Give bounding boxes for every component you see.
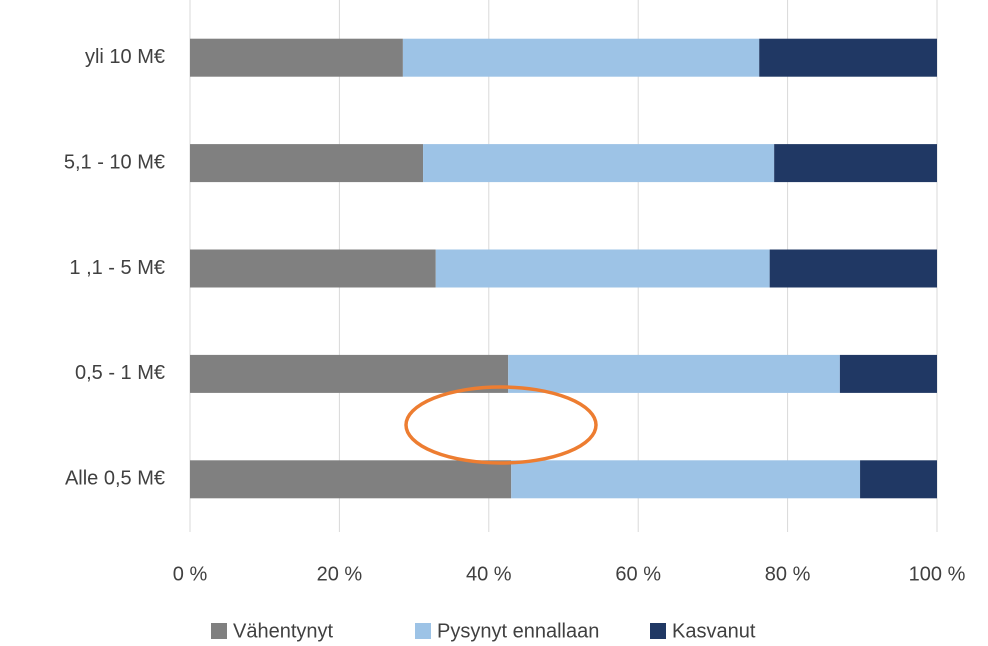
x-tick-label: 60 % — [615, 563, 661, 585]
bar-segment — [190, 249, 436, 288]
x-tick-label: 20 % — [317, 563, 363, 585]
legend-swatch — [415, 623, 431, 639]
legend-swatch — [211, 623, 227, 639]
bar-segment — [435, 249, 770, 288]
highlight-ellipse — [404, 385, 598, 465]
x-tick-label: 80 % — [765, 563, 811, 585]
bars — [190, 38, 937, 499]
bar-segment — [860, 460, 937, 499]
y-tick-label: 5,1 - 10 M€ — [64, 151, 165, 173]
bar-segment — [839, 354, 937, 393]
bar-segment — [402, 38, 760, 77]
x-tick-label: 100 % — [909, 563, 966, 585]
legend-swatch — [650, 623, 666, 639]
y-tick-label: Alle 0,5 M€ — [65, 468, 165, 490]
bar-segment — [508, 354, 840, 393]
bar-segment — [774, 144, 937, 183]
bar-segment — [190, 144, 424, 183]
bar-segment — [769, 249, 937, 288]
legend-label: Pysynyt ennallaan — [437, 620, 599, 642]
x-tick-label: 0 % — [173, 563, 208, 585]
y-tick-label: yli 10 M€ — [85, 46, 165, 68]
x-tick-label: 40 % — [466, 563, 512, 585]
legend-label: Kasvanut — [672, 620, 756, 642]
bar-segment — [190, 460, 512, 499]
bar-segment — [511, 460, 861, 499]
bar-segment — [423, 144, 775, 183]
bar-segment — [759, 38, 937, 77]
bar-segment — [190, 354, 509, 393]
legend-label: Vähentynyt — [233, 620, 334, 642]
y-tick-label: 0,5 - 1 M€ — [75, 362, 165, 384]
y-tick-label: 1 ,1 - 5 M€ — [69, 257, 165, 279]
bar-segment — [190, 38, 403, 77]
